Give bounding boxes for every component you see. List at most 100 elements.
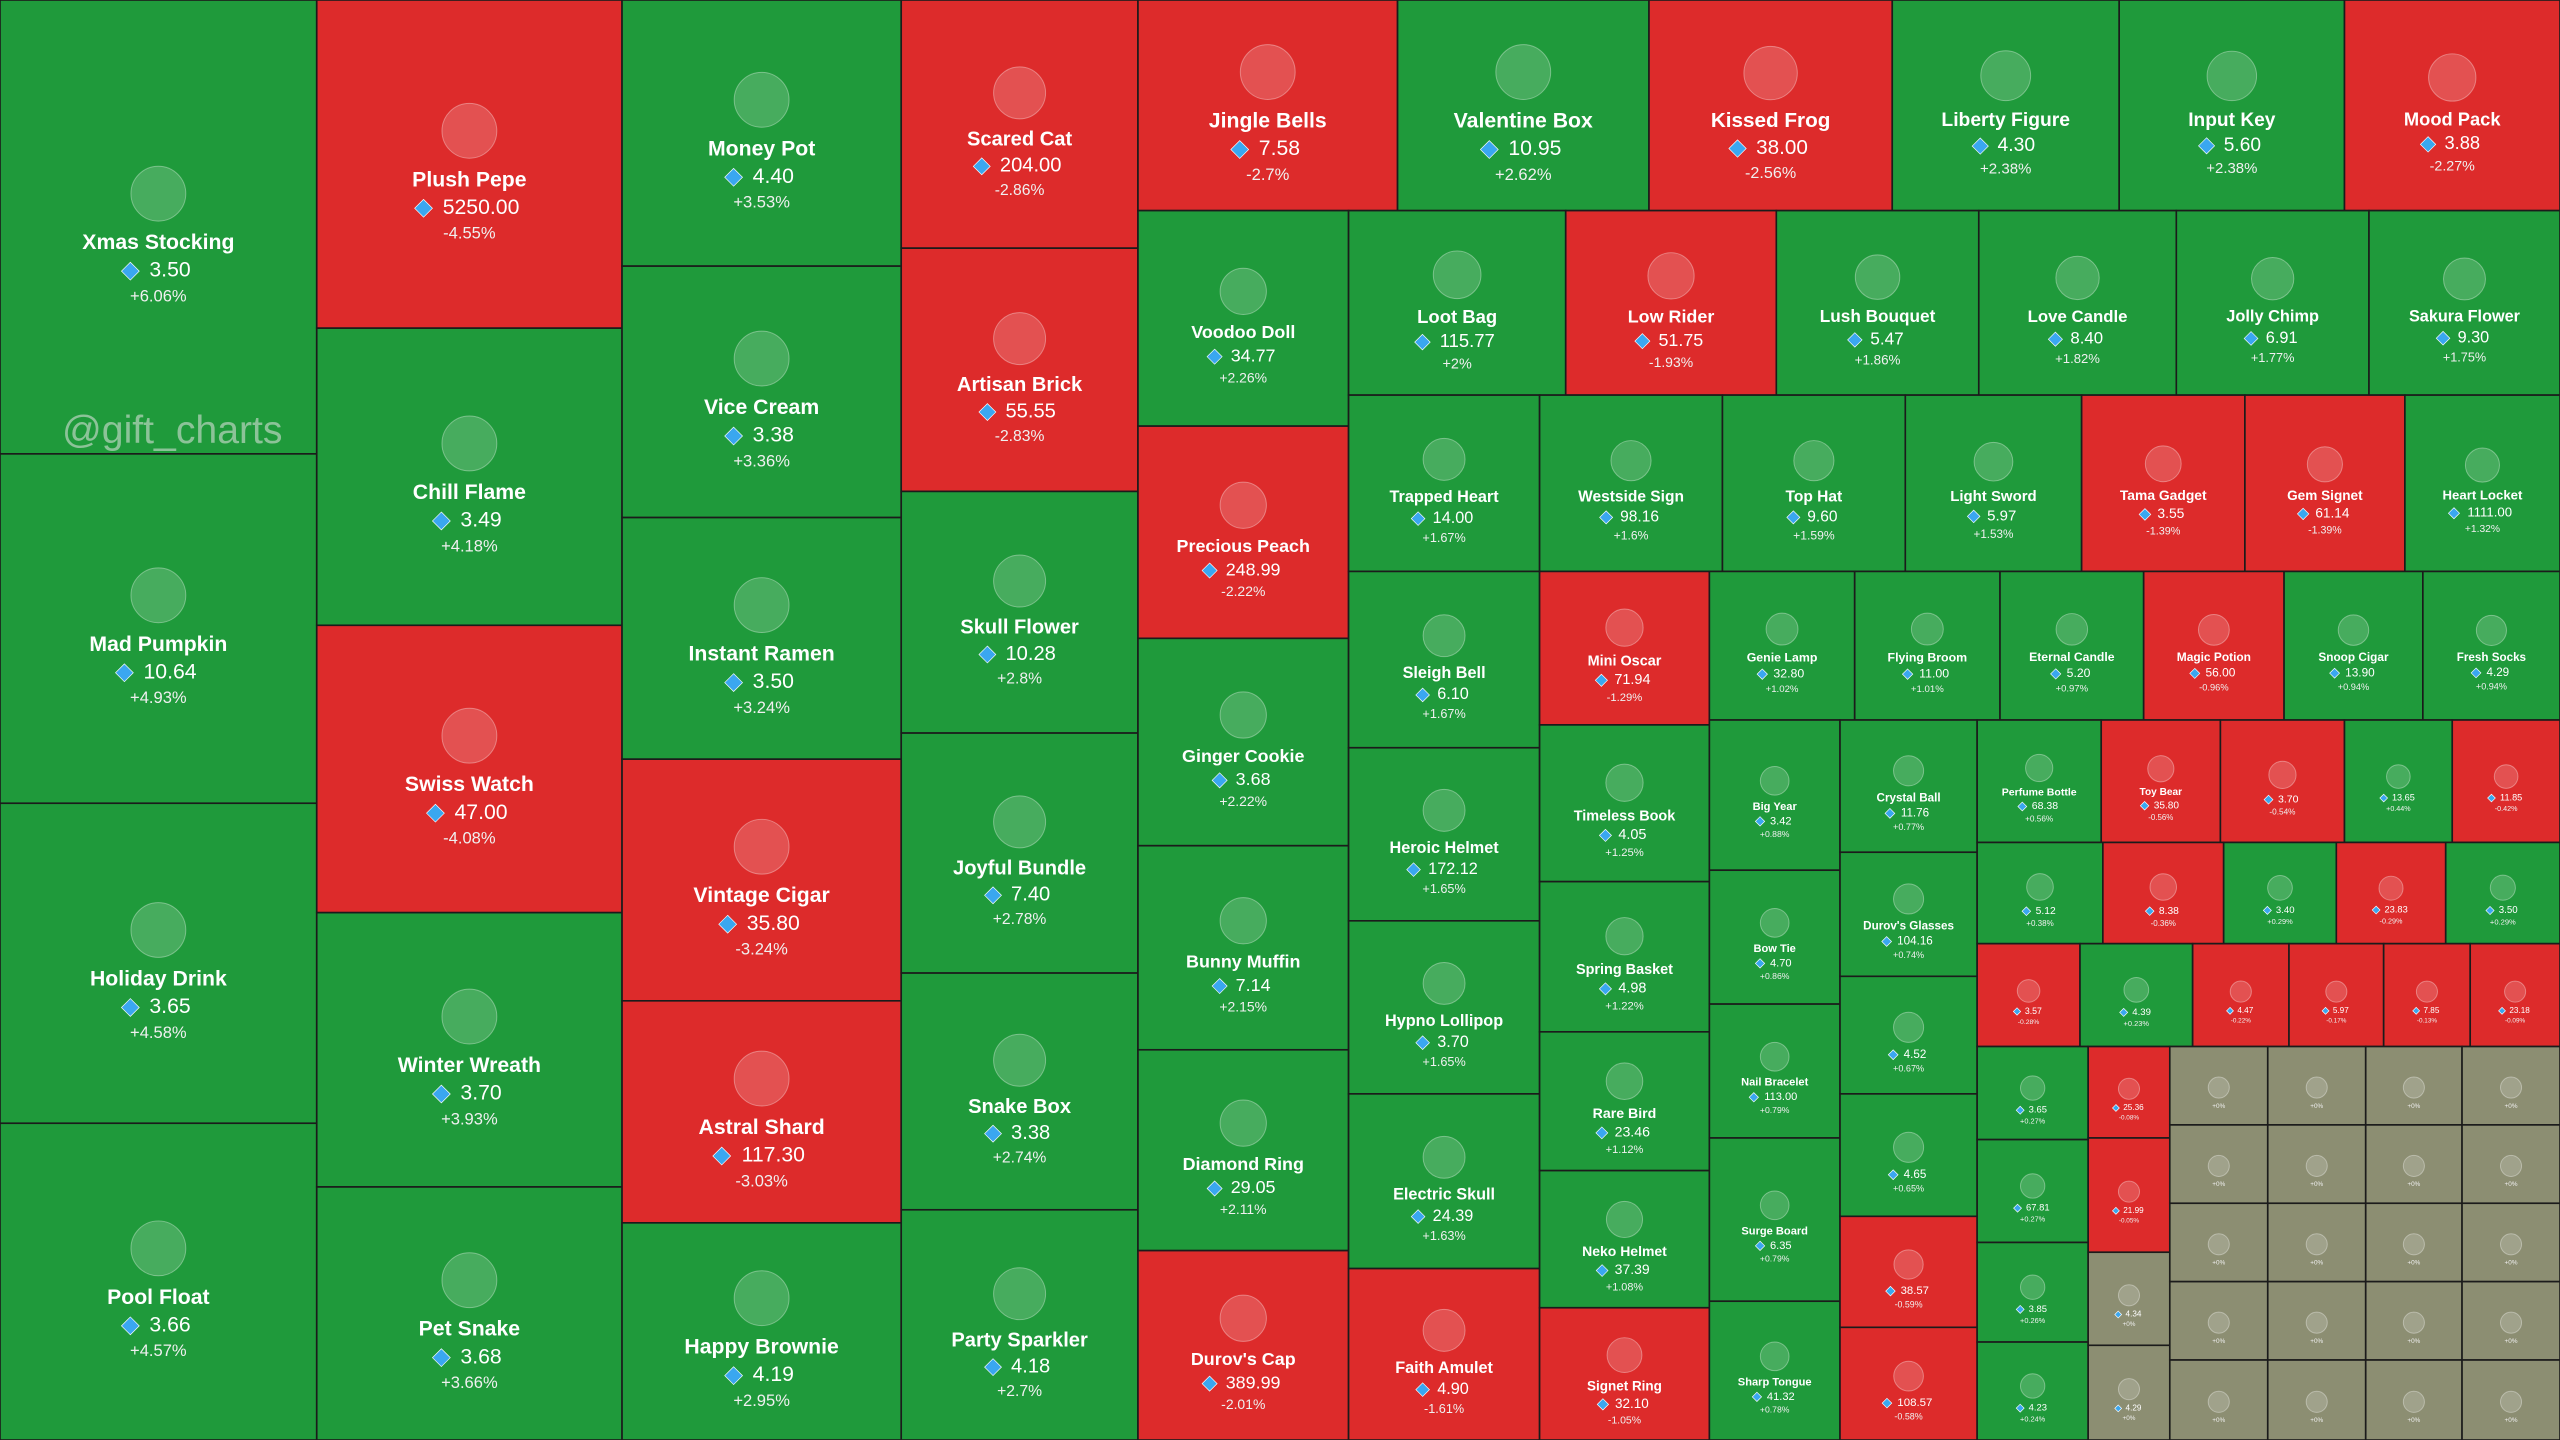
- gift-name: Jingle Bells: [1209, 110, 1327, 133]
- gift-price: 3.66: [149, 1313, 190, 1336]
- gift-change: +1.02%: [1766, 684, 1799, 695]
- gift-price: 204.00: [1000, 155, 1062, 177]
- ton-icon: [2138, 508, 2152, 521]
- tile-bg: [2382, 942, 2472, 1048]
- gift-icon: [2016, 979, 2041, 1003]
- gift-tile: 23.18 -0.09%: [2469, 942, 2560, 1048]
- gift-icon: [1759, 1341, 1790, 1372]
- gift-change: +0%: [2123, 1415, 2136, 1422]
- gift-icon: [1605, 917, 1644, 956]
- gift-price: 3.40: [2276, 905, 2295, 916]
- gift-tile: Toy Bear 35.80 -0.56%: [2100, 719, 2222, 844]
- gift-tile: Durov's Cap 389.99 -2.01%: [1137, 1249, 1350, 1440]
- gift-tile: Jolly Chimp 6.91 +1.77%: [2175, 209, 2370, 396]
- gift-tile: Mad Pumpkin 10.64 +4.93%: [0, 453, 318, 805]
- tile-bg: [0, 453, 318, 805]
- gift-name: Kissed Frog: [1711, 109, 1830, 132]
- gift-change: +1.08%: [1606, 1282, 1644, 1294]
- gift-icon: [1759, 1190, 1790, 1221]
- gift-icon: [2268, 760, 2297, 789]
- gift-icon: [2306, 446, 2343, 483]
- tile-bg: [1976, 1241, 2089, 1343]
- gift-tile: +0%: [2364, 1359, 2463, 1440]
- ton-icon: [2114, 1404, 2123, 1413]
- gift-change: -0.05%: [2119, 1218, 2139, 1225]
- gift-icon: [2267, 875, 2293, 901]
- gift-change: -0.28%: [2018, 1019, 2040, 1026]
- gift-price: 3.88: [2445, 132, 2481, 153]
- gift-price: 4.29: [2126, 1404, 2142, 1413]
- gift-price: 3.57: [2025, 1006, 2042, 1016]
- gift-name: Eternal Candle: [2029, 650, 2115, 664]
- gift-icon: [2207, 1390, 2230, 1413]
- tile-bg: [1137, 1048, 1350, 1252]
- gift-change: -0.36%: [2151, 919, 2176, 928]
- gift-tile: Voodoo Doll 34.77 +2.26%: [1137, 209, 1350, 427]
- gift-icon: [130, 1220, 187, 1277]
- ton-icon: [724, 167, 743, 187]
- ton-icon: [2198, 137, 2216, 155]
- gift-change: -3.24%: [735, 940, 788, 959]
- ton-icon: [1884, 807, 1896, 819]
- gift-change: +1.32%: [2465, 524, 2500, 535]
- tile-bg: [1137, 209, 1350, 427]
- ton-icon: [2021, 906, 2032, 917]
- gift-name: Mad Pumpkin: [89, 633, 227, 656]
- gift-name: Love Candle: [2028, 307, 2128, 326]
- ton-icon: [984, 886, 1002, 905]
- gift-change: +2.95%: [733, 1391, 790, 1410]
- gift-price: 172.12: [1428, 860, 1478, 878]
- gift-change: +0.88%: [1760, 829, 1790, 839]
- tile-bg: [1976, 841, 2104, 945]
- gift-change: +3.93%: [441, 1109, 498, 1128]
- gift-tile: Gem Signet 61.14 -1.39%: [2244, 394, 2406, 573]
- gift-change: -0.58%: [1894, 1412, 1922, 1422]
- gift-change: +0.94%: [2476, 682, 2507, 692]
- gift-icon: [993, 1267, 1047, 1321]
- ton-icon: [1881, 1397, 1893, 1409]
- gift-change: +4.58%: [130, 1023, 187, 1042]
- gift-tile: Faith Amulet 4.90 -1.61%: [1347, 1267, 1541, 1440]
- gift-icon: [993, 554, 1047, 608]
- gift-change: -1.39%: [2308, 524, 2342, 536]
- tile-bg: [1708, 1003, 1841, 1139]
- gift-tile: Nail Bracelet 113.00 +0.79%: [1708, 1003, 1841, 1139]
- ton-icon: [2412, 1006, 2421, 1015]
- ton-icon: [1634, 333, 1651, 350]
- gift-price: 10.64: [143, 660, 196, 683]
- gift-price: 4.18: [1011, 1355, 1050, 1377]
- gift-tile: 4.34 +0%: [2087, 1251, 2171, 1347]
- gift-tile: 25.36 -0.08%: [2087, 1045, 2171, 1139]
- gift-price: 71.94: [1614, 672, 1650, 688]
- ton-icon: [978, 645, 997, 664]
- gift-icon: [441, 1252, 498, 1309]
- gift-change: +0%: [2212, 1260, 2225, 1267]
- gift-change: -0.42%: [2495, 805, 2518, 813]
- gift-icon: [130, 567, 187, 624]
- gift-icon: [733, 1270, 790, 1327]
- gift-icon: [1793, 440, 1835, 482]
- ton-icon: [120, 998, 140, 1017]
- gift-change: +2%: [1443, 357, 1472, 373]
- gift-price: 5.97: [1987, 507, 2016, 524]
- tile-bg: [2422, 570, 2560, 721]
- gift-change: -2.01%: [1221, 1396, 1265, 1412]
- gift-change: -2.7%: [1246, 165, 1290, 184]
- gift-name: Durov's Glasses: [1863, 919, 1954, 932]
- gift-change: +0.23%: [2124, 1019, 2150, 1028]
- gift-tile: 11.85 -0.42%: [2451, 719, 2560, 844]
- gift-icon: [2229, 980, 2252, 1003]
- gift-price: 51.75: [1658, 330, 1703, 350]
- tile-bg: [2461, 1359, 2560, 1440]
- gift-change: -0.29%: [2380, 916, 2403, 925]
- gift-change: +4.57%: [130, 1341, 187, 1360]
- gift-price: 115.77: [1440, 330, 1495, 351]
- gift-icon: [1219, 897, 1267, 945]
- tile-bg: [2080, 394, 2246, 573]
- gift-tile: Mood Pack 3.88 -2.27%: [2343, 0, 2560, 212]
- tile-bg: [2079, 942, 2194, 1048]
- gift-tile: Eternal Candle 5.20 +0.97%: [1999, 570, 2145, 721]
- gift-icon: [993, 66, 1047, 120]
- gift-tile: Chill Flame 3.49 +4.18%: [315, 327, 623, 627]
- gift-tile: 3.70 -0.54%: [2219, 719, 2346, 844]
